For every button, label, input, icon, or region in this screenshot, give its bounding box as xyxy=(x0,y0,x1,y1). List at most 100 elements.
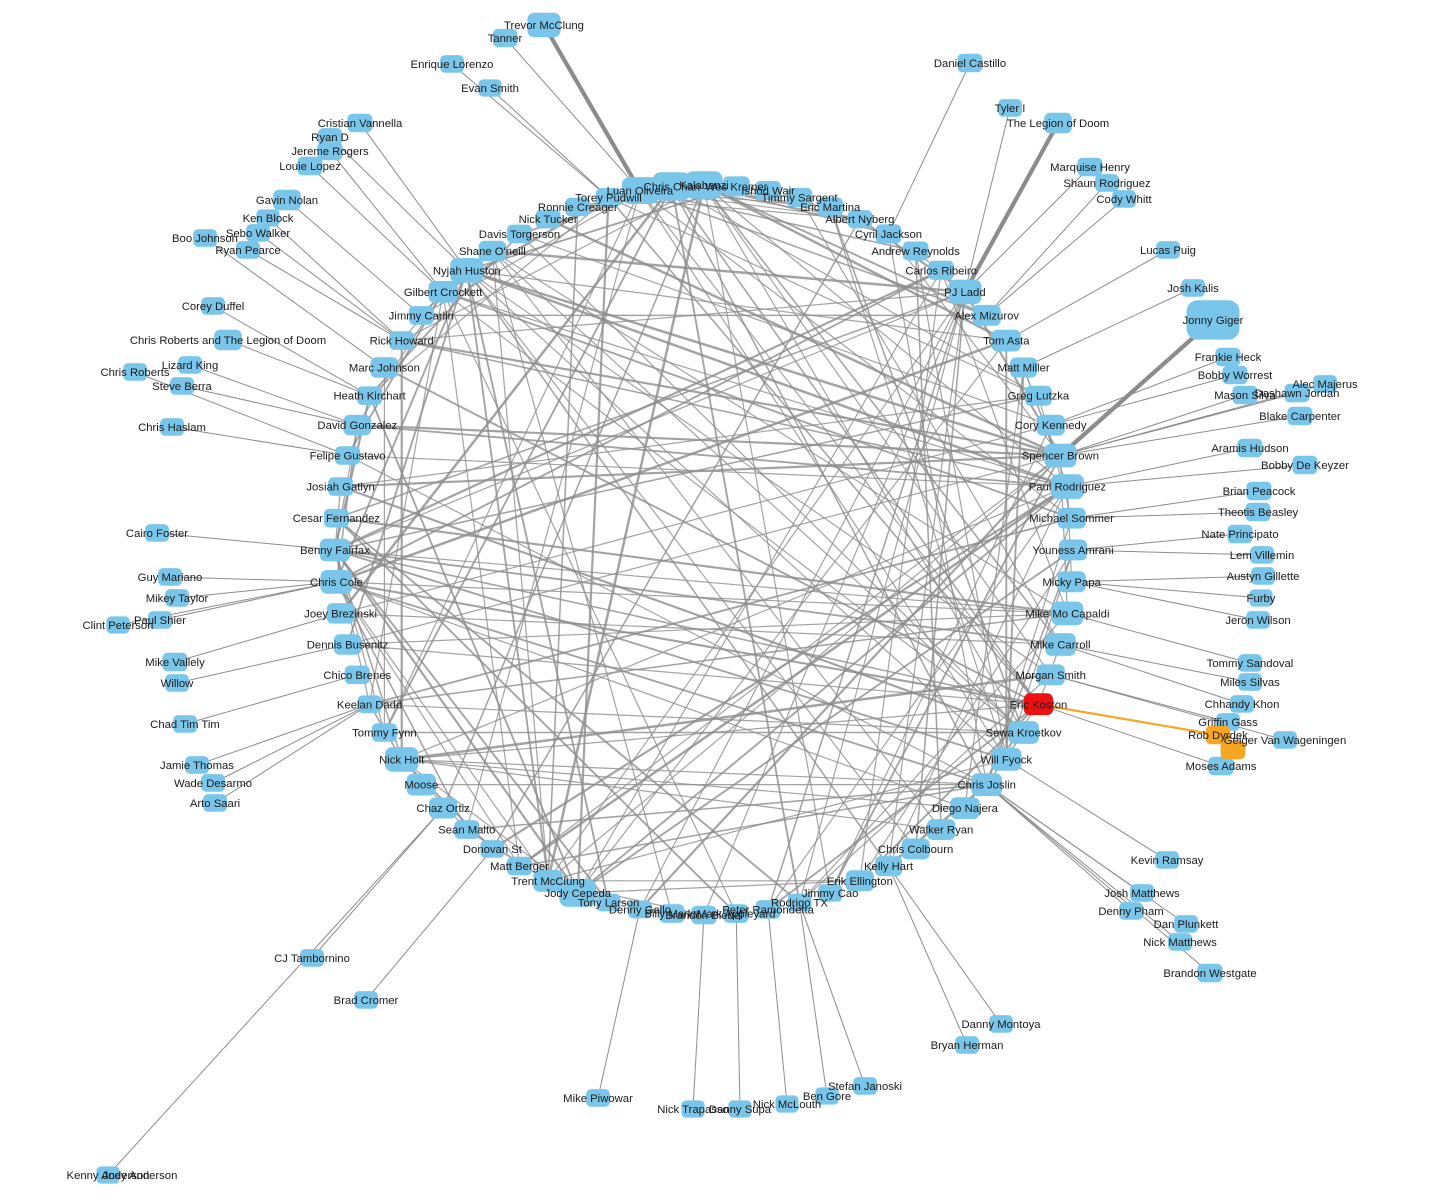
svg-text:Austyn Gillette: Austyn Gillette xyxy=(1227,571,1300,583)
svg-text:Trent McClung: Trent McClung xyxy=(511,876,585,888)
svg-text:Donovan St: Donovan St xyxy=(463,844,523,856)
svg-text:Enrique Lorenzo: Enrique Lorenzo xyxy=(411,59,494,71)
svg-text:Nick Matthews: Nick Matthews xyxy=(1143,937,1217,949)
svg-text:Mike Mo Capaldi: Mike Mo Capaldi xyxy=(1025,608,1109,620)
svg-text:Frankie Heck: Frankie Heck xyxy=(1195,352,1262,364)
svg-text:Marquise Henry: Marquise Henry xyxy=(1050,162,1130,174)
svg-text:Chad Tim Tim: Chad Tim Tim xyxy=(150,719,220,731)
svg-text:Arto Saari: Arto Saari xyxy=(190,798,240,810)
svg-text:Ryan Pearce: Ryan Pearce xyxy=(215,245,280,257)
svg-text:Walker Ryan: Walker Ryan xyxy=(909,825,973,837)
svg-text:Albert Nyberg: Albert Nyberg xyxy=(825,214,894,226)
svg-text:Benny Fairfax: Benny Fairfax xyxy=(300,545,370,557)
svg-text:Ryan D: Ryan D xyxy=(311,132,349,144)
svg-text:Cesar Fernandez: Cesar Fernandez xyxy=(293,513,381,525)
svg-text:Cody Whitt: Cody Whitt xyxy=(1096,194,1152,206)
svg-text:Theotis Beasley: Theotis Beasley xyxy=(1218,507,1299,519)
svg-text:Mike Carroll: Mike Carroll xyxy=(1030,640,1090,652)
svg-text:Nyjah Huston: Nyjah Huston xyxy=(433,265,501,277)
svg-text:Andrew Reynolds: Andrew Reynolds xyxy=(871,246,960,258)
svg-text:Mike Piwowar: Mike Piwowar xyxy=(563,1093,633,1105)
svg-text:Blake Carpenter: Blake Carpenter xyxy=(1259,411,1341,423)
svg-text:Lucas Puig: Lucas Puig xyxy=(1140,245,1196,257)
svg-text:Chris Haslam: Chris Haslam xyxy=(138,422,206,434)
svg-text:Michael Sommer: Michael Sommer xyxy=(1029,513,1114,525)
svg-text:Joey Brezinski: Joey Brezinski xyxy=(304,608,377,620)
svg-text:Cory Kennedy: Cory Kennedy xyxy=(1015,420,1087,432)
svg-text:Miles Silvas: Miles Silvas xyxy=(1220,677,1280,689)
svg-text:David Gonzalez: David Gonzalez xyxy=(317,420,397,432)
svg-text:Rob Dyrdek: Rob Dyrdek xyxy=(1188,730,1248,742)
svg-text:Jeron Wilson: Jeron Wilson xyxy=(1225,615,1290,627)
svg-text:Rick Howard: Rick Howard xyxy=(370,336,434,348)
svg-text:Cyril Jackson: Cyril Jackson xyxy=(855,229,922,241)
svg-text:Alex Mizurov: Alex Mizurov xyxy=(954,310,1019,322)
svg-text:Chris Cole: Chris Cole xyxy=(310,577,363,589)
svg-text:Nick Holt: Nick Holt xyxy=(379,754,425,766)
svg-text:Tanner: Tanner xyxy=(488,33,523,45)
svg-text:Chhandy Khon: Chhandy Khon xyxy=(1205,699,1280,711)
svg-text:Kevin Ramsay: Kevin Ramsay xyxy=(1131,855,1204,867)
svg-text:Daniel Castillo: Daniel Castillo xyxy=(934,58,1006,70)
svg-text:Trevor McClung: Trevor McClung xyxy=(504,20,584,32)
svg-text:Corey Duffel: Corey Duffel xyxy=(182,301,245,313)
svg-text:Kelly Hart: Kelly Hart xyxy=(864,861,914,873)
svg-text:Louie Lopez: Louie Lopez xyxy=(279,161,341,173)
svg-text:Torey Pudwill: Torey Pudwill xyxy=(575,192,642,204)
svg-text:Tommy Sandoval: Tommy Sandoval xyxy=(1207,658,1294,670)
svg-text:Wade Desarmo: Wade Desarmo xyxy=(174,778,252,790)
svg-text:Mikey Taylor: Mikey Taylor xyxy=(146,593,209,605)
svg-text:Diego Najera: Diego Najera xyxy=(932,803,999,815)
svg-text:PJ Ladd: PJ Ladd xyxy=(944,287,985,299)
svg-text:Aramis Hudson: Aramis Hudson xyxy=(1211,443,1288,455)
svg-text:Sewa Kroetkov: Sewa Kroetkov xyxy=(986,728,1062,740)
svg-text:Heath Kirchart: Heath Kirchart xyxy=(333,391,406,403)
svg-text:Tyler I: Tyler I xyxy=(995,103,1026,115)
svg-text:Dennis Busenitz: Dennis Busenitz xyxy=(307,640,389,652)
svg-text:Jonny Giger: Jonny Giger xyxy=(1183,315,1244,327)
svg-text:Youness Amrani: Youness Amrani xyxy=(1032,545,1113,557)
svg-text:Cristian Vannella: Cristian Vannella xyxy=(318,118,403,130)
svg-text:Steve Berra: Steve Berra xyxy=(152,381,212,393)
svg-text:Tom Asta: Tom Asta xyxy=(983,336,1030,348)
svg-text:Marc Johnson: Marc Johnson xyxy=(349,363,420,375)
svg-text:Jody Cepeda: Jody Cepeda xyxy=(545,888,612,900)
svg-text:Griffin Gass: Griffin Gass xyxy=(1198,717,1258,729)
svg-text:Jereme Rogers: Jereme Rogers xyxy=(291,146,369,158)
svg-text:Lem Villemin: Lem Villemin xyxy=(1230,550,1294,562)
svg-text:Bryan Herman: Bryan Herman xyxy=(931,1040,1004,1052)
svg-text:Denny Pham: Denny Pham xyxy=(1098,906,1163,918)
svg-text:Chaz Ortiz: Chaz Ortiz xyxy=(416,803,470,815)
svg-text:Mike Vallely: Mike Vallely xyxy=(145,657,205,669)
svg-text:CJ Tambornino: CJ Tambornino xyxy=(274,953,350,965)
svg-text:Bobby De Keyzer: Bobby De Keyzer xyxy=(1261,460,1349,472)
svg-text:Evan Smith: Evan Smith xyxy=(461,83,519,95)
svg-text:Paul Shier: Paul Shier xyxy=(134,615,186,627)
svg-text:Micky Papa: Micky Papa xyxy=(1042,577,1101,589)
svg-text:Sean Malto: Sean Malto xyxy=(438,825,495,837)
svg-text:Alec Majerus: Alec Majerus xyxy=(1292,379,1358,391)
svg-text:Moses Adams: Moses Adams xyxy=(1186,761,1257,773)
svg-text:Jamie Thomas: Jamie Thomas xyxy=(160,760,234,772)
svg-text:Chris Joslin: Chris Joslin xyxy=(958,780,1016,792)
svg-text:Dan Plunkett: Dan Plunkett xyxy=(1154,919,1220,931)
svg-text:Gavin Nolan: Gavin Nolan xyxy=(256,195,318,207)
svg-text:Cairo Foster: Cairo Foster xyxy=(126,528,188,540)
svg-text:Josh Kalis: Josh Kalis xyxy=(1167,283,1219,295)
svg-text:Shaun Rodriguez: Shaun Rodriguez xyxy=(1063,178,1151,190)
svg-text:Sebo Walker: Sebo Walker xyxy=(226,228,290,240)
svg-text:Paul Rodriguez: Paul Rodriguez xyxy=(1029,482,1107,494)
svg-text:Jimmy Carlin: Jimmy Carlin xyxy=(389,310,454,322)
svg-text:Felipe Gustavo: Felipe Gustavo xyxy=(310,451,386,463)
svg-text:Lizard King: Lizard King xyxy=(162,360,219,372)
svg-text:Josiah Gatlyn: Josiah Gatlyn xyxy=(306,482,374,494)
svg-text:Chris Roberts: Chris Roberts xyxy=(100,367,169,379)
svg-text:Brad Cromer: Brad Cromer xyxy=(334,995,399,1007)
svg-text:Willow: Willow xyxy=(161,678,194,690)
svg-text:Matt Miller: Matt Miller xyxy=(998,363,1050,375)
svg-text:The Legion of Doom: The Legion of Doom xyxy=(1007,118,1109,130)
svg-text:Bobby Worrest: Bobby Worrest xyxy=(1198,370,1273,382)
svg-text:Stefan Janoski: Stefan Janoski xyxy=(828,1081,902,1093)
svg-text:Will Fyock: Will Fyock xyxy=(981,754,1033,766)
svg-text:Gilbert Crockett: Gilbert Crockett xyxy=(404,287,483,299)
